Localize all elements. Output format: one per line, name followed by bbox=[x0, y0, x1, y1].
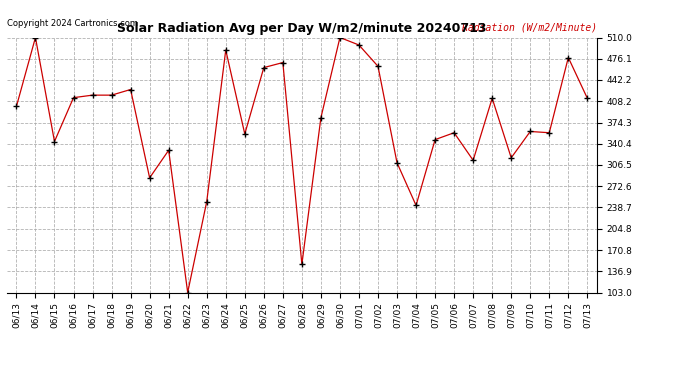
Text: Radiation (W/m2/Minute): Radiation (W/m2/Minute) bbox=[462, 22, 597, 32]
Text: Copyright 2024 Cartronics.com: Copyright 2024 Cartronics.com bbox=[7, 19, 138, 28]
Title: Solar Radiation Avg per Day W/m2/minute 20240713: Solar Radiation Avg per Day W/m2/minute … bbox=[117, 22, 486, 35]
